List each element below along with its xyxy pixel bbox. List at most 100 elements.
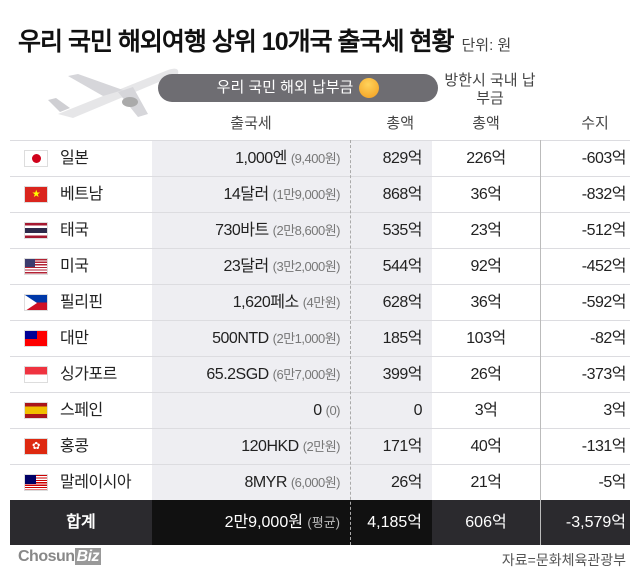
table-row: ★ 베트남 14달러 (1만9,000원) 868억 36억 -832억 xyxy=(10,176,630,212)
tax-local: 120HKD xyxy=(241,438,299,455)
tax-local: 730바트 xyxy=(215,222,269,239)
total-amount: 868억 xyxy=(382,186,423,203)
inbound-amount: 23억 xyxy=(470,222,502,239)
country-name: 베트남 xyxy=(60,186,103,203)
sum-tax-value: 2만9,000원 xyxy=(224,514,303,531)
departure-tax: 120HKD (2만원) xyxy=(152,429,350,465)
tax-local: 1,620페소 xyxy=(232,294,299,311)
tax-krw: (2만8,600원) xyxy=(272,223,341,238)
table-row: 싱가포르 65.2SGD (6만7,000원) 399억 26억 -373억 xyxy=(10,356,630,392)
departure-tax: 14달러 (1만9,000원) xyxy=(152,177,350,213)
inbound-amount: 226억 xyxy=(466,150,506,167)
tax-local: 500NTD xyxy=(212,330,269,347)
flag-taiwan-icon xyxy=(24,330,48,347)
departure-tax: 0 (0) xyxy=(152,393,350,429)
table-row: 태국 730바트 (2만8,600원) 535억 23억 -512억 xyxy=(10,212,630,248)
tax-krw: (9,400원) xyxy=(290,151,341,166)
departure-tax: 1,000엔 (9,400원) xyxy=(152,141,350,177)
total-amount: 628억 xyxy=(382,294,423,311)
table-row: 미국 23달러 (3만2,000원) 544억 92억 -452억 xyxy=(10,248,630,284)
country-name: 미국 xyxy=(60,258,89,275)
flag-japan-icon xyxy=(24,150,48,167)
tax-krw: (3만2,000원) xyxy=(272,259,341,274)
flag-hongkong-icon: ✿ xyxy=(24,438,48,455)
inbound-header: 방한시 국내 납부금 xyxy=(444,72,536,107)
departure-tax: 730바트 (2만8,600원) xyxy=(152,213,350,249)
tax-krw: (4만원) xyxy=(302,295,341,310)
country-name: 태국 xyxy=(60,222,89,239)
total-row-highlight xyxy=(152,500,432,545)
tax-local: 23달러 xyxy=(223,258,269,275)
airplane-icon xyxy=(48,68,179,118)
departure-tax: 23달러 (3만2,000원) xyxy=(152,249,350,285)
sum-tax: 2만9,000원 (평균) xyxy=(152,500,350,545)
country-name: 스페인 xyxy=(60,402,103,419)
country-name: 필리핀 xyxy=(60,294,103,311)
divider-solid xyxy=(540,140,541,545)
total-row: 합계 2만9,000원 (평균) 4,185억 606억 -3,579억 xyxy=(10,500,630,545)
tax-local: 8MYR xyxy=(244,474,287,491)
country-name: 싱가포르 xyxy=(60,366,117,383)
tax-krw: (6,000원) xyxy=(290,475,341,490)
inbound-amount: 40억 xyxy=(470,438,502,455)
title-text: 우리 국민 해외여행 상위 10개국 출국세 현황 xyxy=(18,28,454,56)
balance: -512억 xyxy=(581,222,627,239)
inbound-amount: 36억 xyxy=(470,294,502,311)
tax-krw: (2만1,000원) xyxy=(272,331,341,346)
flag-philippines-icon xyxy=(24,294,48,311)
sum-inbound: 606억 xyxy=(465,514,507,531)
group-label: 우리 국민 해외 납부금 xyxy=(216,79,354,96)
table-row: 스페인 0 (0) 0 3억 3억 xyxy=(10,392,630,428)
balance: -82억 xyxy=(590,330,626,347)
chosunbiz-logo: Chosun Biz xyxy=(18,548,102,566)
inbound-amount: 26억 xyxy=(470,366,502,383)
tax-local: 65.2SGD xyxy=(206,366,269,383)
balance: -373억 xyxy=(581,366,627,383)
tax-krw: (1만9,000원) xyxy=(272,187,341,202)
table-row: 말레이시아 8MYR (6,000원) 26억 21억 -5억 xyxy=(10,464,630,500)
unit-label: 단위: 원 xyxy=(461,37,512,54)
departure-tax: 500NTD (2만1,000원) xyxy=(152,321,350,357)
page-title: 우리 국민 해외여행 상위 10개국 출국세 현황 단위: 원 xyxy=(18,22,511,58)
table-row: 대만 500NTD (2만1,000원) 185억 103억 -82억 xyxy=(10,320,630,356)
inbound-amount: 103억 xyxy=(466,330,506,347)
flag-spain-icon xyxy=(24,402,48,419)
tax-local: 0 xyxy=(313,402,322,419)
inbound-amount: 92억 xyxy=(470,258,502,275)
sum-tax-note: (평균) xyxy=(307,515,340,530)
total-amount: 0 xyxy=(413,402,423,419)
col-tax: 출국세 xyxy=(230,115,272,132)
departure-tax: 1,620페소 (4만원) xyxy=(152,285,350,321)
total-amount: 399억 xyxy=(382,366,423,383)
flag-vietnam-icon: ★ xyxy=(24,186,48,203)
country-name: 대만 xyxy=(60,330,89,347)
data-table: 일본 1,000엔 (9,400원) 829억 226억 -603억 ★ 베트남 … xyxy=(10,140,630,500)
departure-tax: 8MYR (6,000원) xyxy=(152,465,350,501)
balance: -603억 xyxy=(581,150,627,167)
source-note: 자료=문화체육관광부 xyxy=(501,552,626,568)
inbound-amount: 21억 xyxy=(470,474,502,491)
overseas-payment-header: 우리 국민 해외 납부금 xyxy=(158,74,438,102)
total-amount: 535억 xyxy=(382,222,423,239)
balance: -832억 xyxy=(581,186,627,203)
total-amount: 544억 xyxy=(382,258,423,275)
balance: -131억 xyxy=(581,438,627,455)
balance: -452억 xyxy=(581,258,627,275)
sum-balance: -3,579억 xyxy=(565,514,626,531)
col-inbound-total: 총액 xyxy=(472,115,500,132)
table-row: 필리핀 1,620페소 (4만원) 628억 36억 -592억 xyxy=(10,284,630,320)
inbound-amount: 3억 xyxy=(474,402,498,419)
country-name: 일본 xyxy=(60,150,89,167)
flag-usa-icon xyxy=(24,258,48,275)
total-amount: 171억 xyxy=(382,438,423,455)
logo-text: Chosun xyxy=(18,548,75,565)
total-amount: 829억 xyxy=(382,150,423,167)
logo-text-biz: Biz xyxy=(74,548,102,565)
tax-krw: (2만원) xyxy=(302,439,341,454)
total-amount: 26억 xyxy=(390,474,423,491)
tax-local: 1,000엔 xyxy=(235,150,287,167)
country-name: 말레이시아 xyxy=(60,474,132,491)
col-total: 총액 xyxy=(386,115,414,132)
sum-label: 합계 xyxy=(66,514,96,531)
table-row: 일본 1,000엔 (9,400원) 829억 226억 -603억 xyxy=(10,140,630,176)
